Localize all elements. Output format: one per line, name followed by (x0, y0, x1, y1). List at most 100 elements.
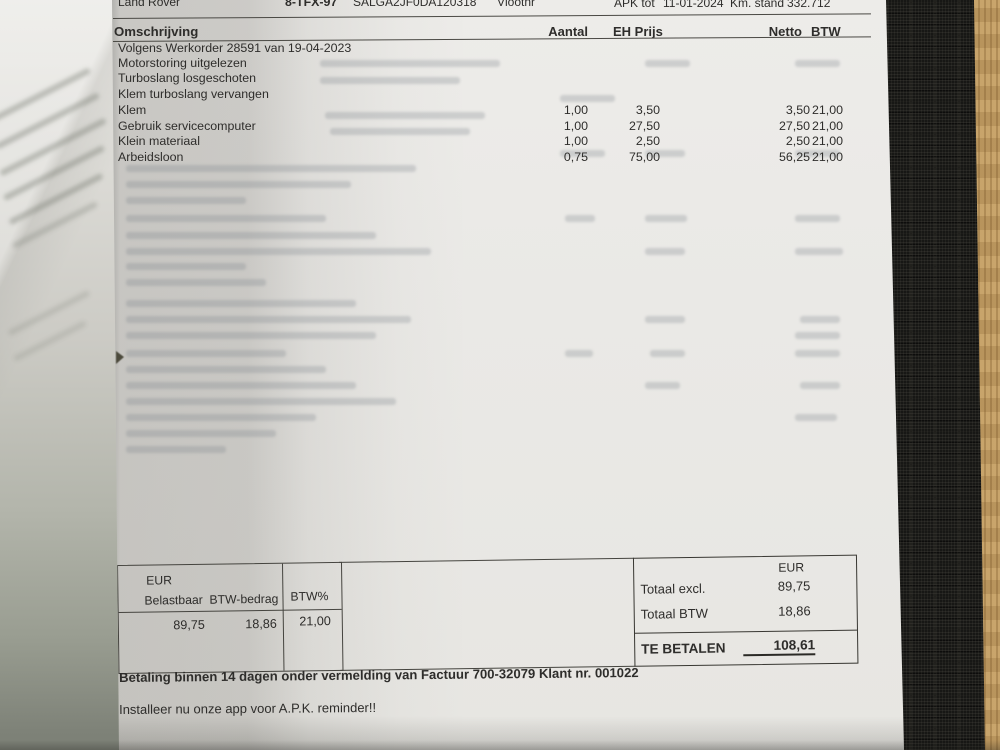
bleed-through-line (126, 350, 286, 357)
apk-label: APK tot (614, 0, 655, 10)
bleed-through-line (2, 144, 106, 202)
total-excl-value: 89,75 (777, 578, 811, 594)
item-unit-price: 75,00 (628, 149, 660, 164)
item-vat: 21,00 (811, 103, 843, 117)
bleed-through-line (645, 215, 687, 222)
km-value: 332.712 (787, 0, 831, 10)
col-qty: Aantal (548, 24, 588, 39)
license-plate: 8-TFX-97 (285, 0, 338, 9)
item-description: Turboslang losgeschoten (118, 71, 256, 85)
item-unit-price: 2,50 (635, 134, 660, 148)
item-qty: 1,00 (563, 134, 588, 148)
bleed-through-line (795, 248, 843, 255)
bleed-through-line (126, 232, 376, 239)
bleed-through-line (795, 60, 840, 67)
bleed-through-line (795, 215, 840, 222)
col-unit-price: EH Prijs (613, 24, 663, 39)
bleed-through-line (126, 263, 246, 270)
bleed-through-line (795, 350, 840, 357)
bleed-through-line (645, 316, 685, 323)
item-vat: 21,00 (811, 134, 843, 148)
bleed-through-line (325, 112, 485, 119)
bleed-through-line (126, 382, 356, 389)
col-vat: BTW (811, 24, 841, 39)
item-vat: 21,00 (811, 149, 843, 164)
bleed-through-line (126, 279, 266, 286)
col-description: Omschrijving (114, 24, 199, 39)
vat-box-divider (281, 563, 285, 671)
vat-summary-box: EUR Belastbaar BTW-bedrag BTW% 89,75 18,… (117, 561, 344, 674)
bleed-through-line (560, 95, 615, 102)
summary-empty-box (338, 557, 636, 671)
bleed-through-line (320, 77, 460, 84)
item-unit-price: 3,50 (635, 103, 660, 117)
bleed-through-line (126, 398, 396, 405)
vat-amount-value: 18,86 (245, 616, 277, 632)
item-net: 3,50 (785, 103, 810, 117)
bleed-through-line (795, 332, 840, 339)
bleed-through-line (565, 215, 595, 222)
km-label: Km. stand (730, 0, 785, 10)
bleed-through-line (126, 430, 276, 437)
paper-edge-mark (116, 351, 124, 364)
vat-currency-label: EUR (146, 573, 173, 588)
bleed-through-line (645, 60, 690, 67)
item-description: Volgens Werkorder 28591 van 19-04-2023 (118, 41, 352, 55)
vat-box-header-rule (118, 608, 342, 613)
bleed-through-line (0, 67, 92, 123)
header-top-rule (112, 13, 871, 20)
bleed-through-line (795, 150, 840, 157)
item-net: 56,25 (778, 149, 810, 164)
item-net: 2,50 (785, 134, 810, 148)
bleed-through-line (320, 60, 500, 67)
bleed-through-line (800, 316, 840, 323)
bleed-through-line (800, 382, 840, 389)
item-net: 27,50 (778, 118, 810, 133)
bleed-through-line (126, 366, 326, 373)
totals-divider (634, 629, 857, 634)
bleed-through-line (560, 150, 605, 157)
bleed-through-line (565, 350, 593, 357)
bleed-through-line (330, 128, 470, 135)
taxable-label: Belastbaar (144, 592, 203, 608)
item-vat: 21,00 (811, 118, 843, 133)
bleed-through-line (650, 350, 685, 357)
item-description: Motorstoring uitgelezen (118, 56, 247, 70)
bleed-through-line (126, 165, 416, 172)
vat-pct-value: 21,00 (299, 614, 331, 629)
item-description: Klein materiaal (118, 134, 200, 148)
bleed-through-line (8, 172, 104, 226)
photo-bottom-shadow (0, 740, 1000, 750)
app-promo: Installeer nu onze app voor A.P.K. remin… (119, 699, 377, 717)
bleed-through-line (126, 300, 356, 307)
bleed-through-line (0, 117, 107, 177)
apk-date: 11-01-2024 (663, 0, 724, 10)
bleed-through-line (11, 200, 99, 250)
bleed-through-line (126, 316, 411, 323)
item-qty: 0,75 (563, 149, 588, 164)
total-vat-value: 18,86 (778, 603, 811, 619)
bleed-through-line (645, 248, 685, 255)
bleed-through-line (126, 446, 226, 453)
item-description: Klem turboslang vervangen (118, 87, 269, 101)
item-description: Gebruik servicecomputer (118, 118, 256, 133)
total-excl-label: Totaal excl. (640, 580, 706, 597)
bleed-through-line (645, 382, 680, 389)
vin-number: SALGA2JF0DA120318 (353, 0, 477, 9)
item-description: Arbeidsloon (118, 149, 184, 164)
total-vat-label: Totaal BTW (640, 605, 709, 622)
fleet-number-label: Vlootnr (497, 0, 536, 9)
amount-due-label: TE BETALEN (641, 640, 726, 657)
bleed-through-line (645, 150, 685, 157)
totals-currency-label: EUR (778, 560, 805, 575)
item-description: Klem (118, 103, 147, 117)
bleed-through-line (126, 248, 431, 255)
amount-due-value: 108,61 (743, 637, 816, 657)
bleed-through-line (795, 414, 837, 421)
summary-section: EUR Belastbaar BTW-bedrag BTW% 89,75 18,… (117, 554, 859, 674)
vat-amount-label: BTW-bedrag (209, 591, 279, 607)
